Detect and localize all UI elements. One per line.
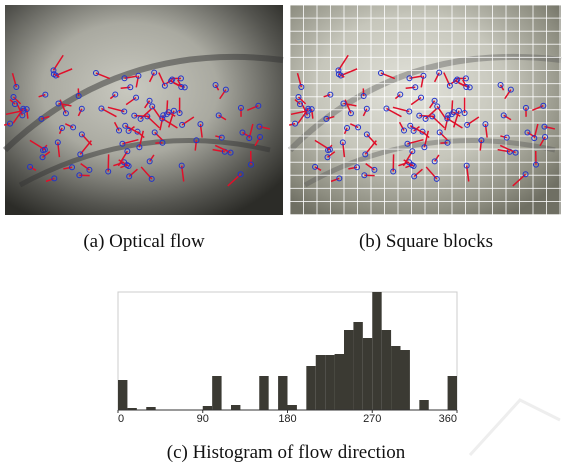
optical-flow-image (4, 5, 283, 215)
caption: (b) Square blocks (359, 231, 493, 252)
bar (325, 355, 334, 410)
bar (391, 346, 400, 410)
square-blocks-image (289, 5, 561, 215)
bar (278, 376, 287, 410)
flow-vector (121, 87, 131, 88)
caption: (c) Histogram of flow direction (167, 442, 406, 463)
x-tick-label: 180 (278, 413, 296, 425)
bar (344, 330, 353, 410)
page: {"figures": [{"caption": "(a) Optical fl… (0, 0, 567, 466)
flow-vector (406, 87, 416, 88)
bar (335, 354, 344, 410)
bar (401, 350, 410, 410)
bar (316, 355, 325, 410)
x-tick-label: 0 (118, 413, 124, 425)
bar (306, 366, 315, 410)
x-tick-label: 90 (197, 413, 209, 425)
bar (231, 405, 240, 410)
watermark (470, 400, 560, 455)
bar (353, 322, 362, 410)
bar (419, 400, 428, 410)
bar (382, 330, 391, 410)
caption: (a) Optical flow (83, 231, 205, 252)
bar (203, 406, 212, 410)
bar (259, 376, 268, 410)
x-tick-label: 270 (363, 413, 381, 425)
bar (288, 405, 297, 410)
x-tick-label: 360 (439, 413, 457, 425)
bar (363, 338, 372, 410)
bar (372, 292, 381, 410)
bar (118, 380, 127, 410)
bar (448, 376, 457, 410)
figure: (a) Optical flow (b) Square blocks 0 90 18… (0, 0, 567, 466)
bar (212, 376, 221, 410)
